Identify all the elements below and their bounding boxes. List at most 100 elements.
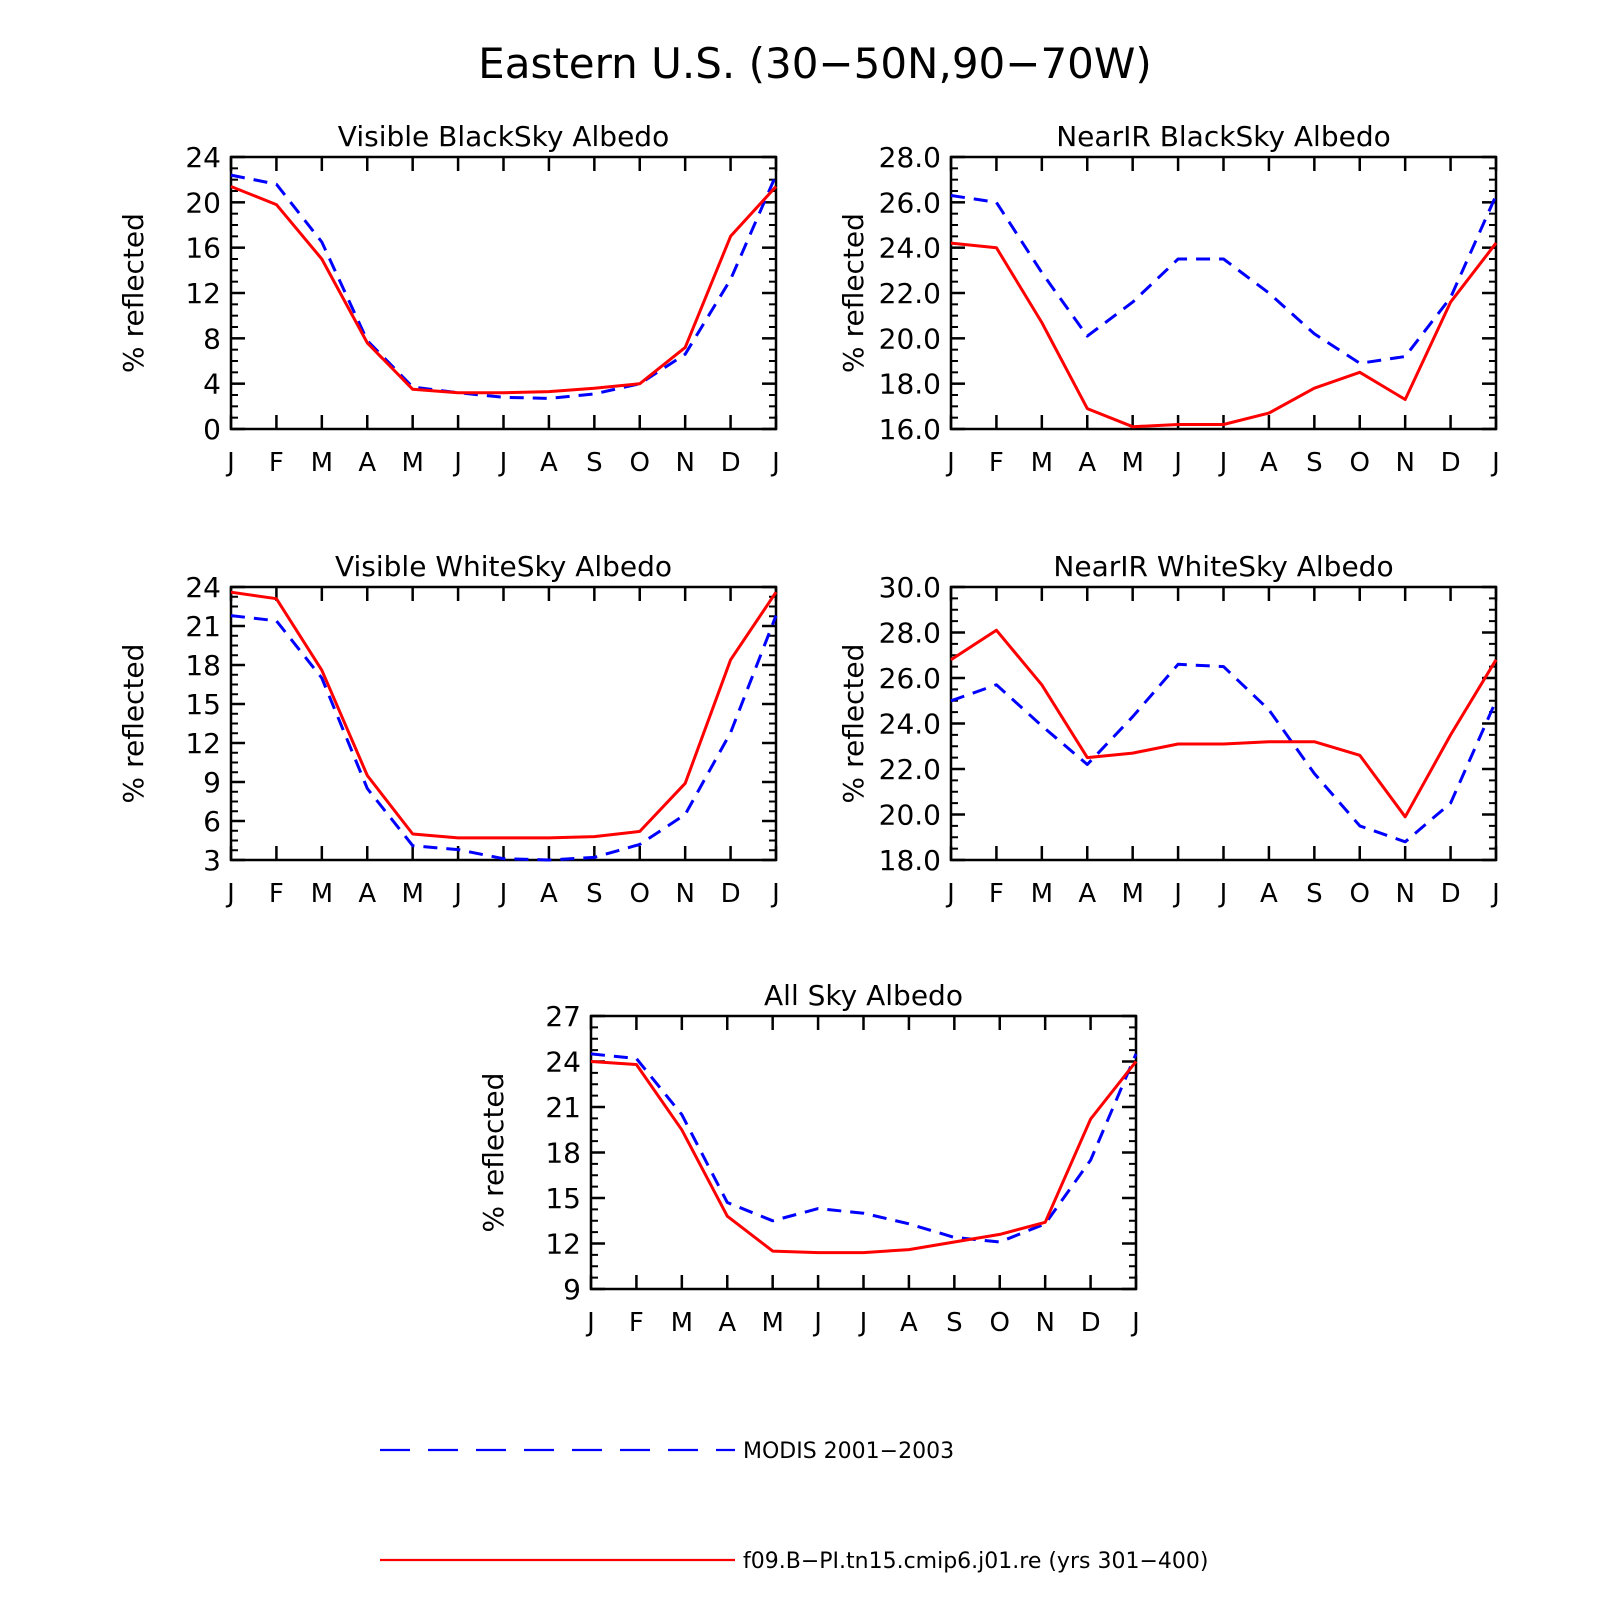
x-tick-label: F: [629, 1308, 644, 1338]
x-tick-label: J: [1172, 879, 1182, 909]
y-tick-label: 20: [185, 186, 221, 219]
y-axis-label: % reflected: [117, 213, 150, 373]
series-line-solid: [230, 185, 778, 395]
series-line-solid: [230, 590, 778, 840]
plot-frame: [229, 585, 778, 862]
x-tick-label: J: [452, 448, 462, 478]
y-tick-label: 16: [185, 232, 221, 265]
x-tick-label: S: [586, 879, 603, 909]
y-tick-label: 12: [545, 1228, 581, 1261]
y-tick-label: 3: [203, 844, 221, 877]
plot-frame: [949, 585, 1498, 862]
x-tick-label: A: [1260, 879, 1278, 909]
x-tick-label: F: [269, 879, 284, 909]
series-line-dashed: [590, 1052, 1138, 1244]
y-tick-label: 24.0: [879, 708, 941, 741]
y-axis-label: % reflected: [477, 1073, 510, 1233]
x-tick-label: J: [225, 448, 235, 478]
x-tick-label: M: [311, 879, 333, 909]
x-tick-label: J: [1490, 879, 1500, 909]
x-tick-label: J: [812, 1308, 822, 1338]
y-tick-label: 0: [203, 413, 221, 446]
x-tick-label: O: [1350, 879, 1370, 909]
x-tick-label: D: [1441, 879, 1461, 909]
panel-title: NearIR WhiteSky Albedo: [1053, 550, 1393, 583]
x-tick-label: N: [1395, 448, 1414, 478]
x-tick-label: J: [585, 1308, 595, 1338]
x-tick-label: N: [675, 879, 694, 909]
y-tick-label: 18: [185, 649, 221, 682]
x-tick-label: J: [498, 879, 508, 909]
x-tick-label: D: [1441, 448, 1461, 478]
x-tick-label: J: [1218, 448, 1228, 478]
y-tick-label: 27: [545, 1000, 581, 1033]
y-tick-label: 18: [545, 1137, 581, 1170]
x-tick-label: M: [401, 448, 423, 478]
x-tick-label: A: [1260, 448, 1278, 478]
y-tick-label: 16.0: [879, 413, 941, 446]
x-tick-label: J: [945, 448, 955, 478]
y-tick-label: 24: [545, 1046, 581, 1079]
x-tick-label: A: [900, 1308, 918, 1338]
x-tick-label: D: [721, 448, 741, 478]
x-tick-label: O: [1350, 448, 1370, 478]
x-tick-label: J: [770, 879, 780, 909]
x-tick-label: A: [358, 879, 376, 909]
x-tick-label: J: [1130, 1308, 1140, 1338]
series-line-dashed: [950, 194, 1498, 365]
y-axis-label: % reflected: [837, 213, 870, 373]
plot-frame: [949, 155, 1498, 431]
y-tick-label: 21: [545, 1091, 581, 1124]
x-tick-label: A: [1078, 448, 1096, 478]
x-tick-label: J: [498, 448, 508, 478]
y-tick-label: 26.0: [879, 662, 941, 695]
series-line-dashed: [950, 662, 1498, 844]
x-tick-label: S: [586, 448, 603, 478]
x-tick-label: J: [452, 879, 462, 909]
x-tick-label: O: [630, 879, 650, 909]
y-tick-label: 15: [545, 1182, 581, 1215]
x-tick-label: N: [1035, 1308, 1054, 1338]
y-tick-label: 20.0: [879, 799, 941, 832]
x-tick-label: S: [946, 1308, 963, 1338]
x-tick-label: D: [721, 879, 741, 909]
x-tick-label: J: [1490, 448, 1500, 478]
legend: MODIS 2001−2003 f09.B−PI.tn15.cmip6.j01.r…: [380, 1439, 1208, 1574]
x-tick-label: M: [311, 448, 333, 478]
series-line-solid: [950, 241, 1498, 429]
x-tick-label: M: [1031, 448, 1053, 478]
y-axis-label: % reflected: [117, 644, 150, 804]
y-tick-label: 28.0: [879, 141, 941, 174]
y-tick-label: 24.0: [879, 232, 941, 265]
x-tick-label: A: [540, 879, 558, 909]
x-tick-label: J: [858, 1308, 868, 1338]
panel-title: Visible BlackSky Albedo: [338, 120, 669, 153]
y-axis-label: % reflected: [837, 644, 870, 804]
panel-title: NearIR BlackSky Albedo: [1056, 120, 1391, 153]
x-tick-label: A: [1078, 879, 1096, 909]
y-tick-label: 26.0: [879, 186, 941, 219]
y-tick-label: 18.0: [879, 368, 941, 401]
panel-title: Visible WhiteSky Albedo: [335, 550, 672, 583]
x-tick-label: F: [989, 448, 1004, 478]
y-tick-label: 24: [185, 141, 221, 174]
y-tick-label: 28.0: [879, 617, 941, 650]
series-line-solid: [590, 1060, 1138, 1255]
x-tick-label: M: [1031, 879, 1053, 909]
x-tick-label: J: [945, 879, 955, 909]
x-tick-label: J: [1218, 879, 1228, 909]
x-tick-label: N: [675, 448, 694, 478]
panel-title: All Sky Albedo: [764, 979, 963, 1012]
x-tick-label: O: [990, 1308, 1010, 1338]
y-tick-label: 20.0: [879, 322, 941, 355]
y-tick-label: 18.0: [879, 844, 941, 877]
y-tick-label: 12: [185, 277, 221, 310]
x-tick-label: A: [718, 1308, 736, 1338]
y-tick-label: 8: [203, 322, 221, 355]
x-tick-label: S: [1306, 879, 1323, 909]
x-tick-label: J: [770, 448, 780, 478]
